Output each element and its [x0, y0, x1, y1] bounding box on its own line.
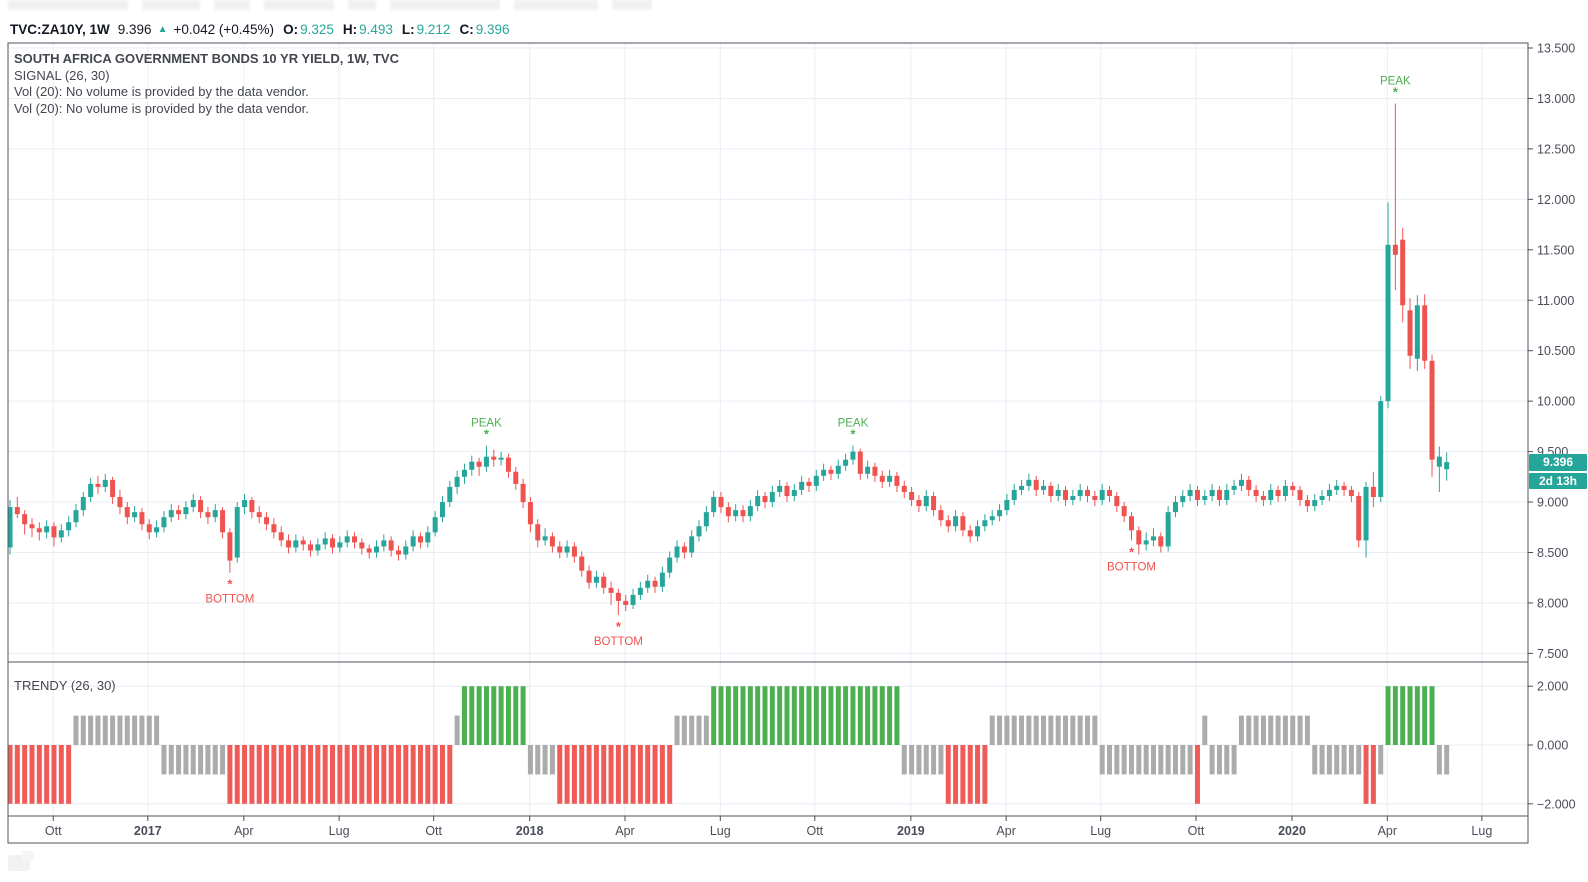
last-price-badge: 9.396: [1529, 454, 1587, 471]
svg-text:Ott: Ott: [425, 824, 442, 838]
legend-vol-study-1[interactable]: Vol (20): No volume is provided by the d…: [14, 84, 309, 99]
trendy-study-label[interactable]: TRENDY (26, 30): [14, 678, 116, 693]
close-value: 9.396: [475, 21, 510, 37]
symbol-name[interactable]: TVC:ZA10Y, 1W: [10, 21, 110, 37]
svg-text:Apr: Apr: [996, 824, 1015, 838]
svg-text:12.500: 12.500: [1537, 142, 1575, 156]
svg-text:Ott: Ott: [806, 824, 823, 838]
open-value: 9.325: [300, 21, 334, 37]
svg-text:−2.000: −2.000: [1537, 797, 1576, 811]
last-price: 9.396: [117, 21, 152, 37]
artifact-block: [612, 0, 652, 10]
svg-text:Lug: Lug: [1090, 824, 1111, 838]
up-arrow-icon: ▲: [157, 23, 168, 35]
svg-text:Ott: Ott: [45, 824, 62, 838]
svg-text:Apr: Apr: [615, 824, 634, 838]
symbol-info-bar: TVC:ZA10Y, 1W 9.396 ▲ +0.042 (+0.45%) O:…: [10, 20, 510, 38]
svg-text:Lug: Lug: [710, 824, 731, 838]
svg-text:9.000: 9.000: [1537, 496, 1568, 510]
open-label: O:: [283, 21, 299, 37]
price-axis-labels: 13.500 13.000 12.500 12.000 11.500 11.000 10.5…: [1528, 42, 1576, 811]
svg-text:0.000: 0.000: [1537, 739, 1568, 753]
artifact-block: [214, 0, 250, 10]
svg-text:13.500: 13.500: [1537, 42, 1575, 56]
svg-text:Apr: Apr: [234, 824, 253, 838]
tradingview-watermark: [8, 851, 42, 873]
chart-legend: SOUTH AFRICA GOVERNMENT BONDS 10 YR YIEL…: [14, 51, 399, 117]
svg-text:BOTTOM: BOTTOM: [205, 594, 254, 606]
svg-text:BOTTOM: BOTTOM: [594, 636, 643, 648]
svg-text:Lug: Lug: [1471, 824, 1492, 838]
low-value: 9.212: [416, 21, 451, 37]
svg-text:BOTTOM: BOTTOM: [1107, 561, 1156, 573]
price-axis[interactable]: [1528, 43, 1588, 816]
svg-text:*: *: [1129, 544, 1135, 559]
artifact-block: [8, 0, 128, 10]
svg-text:11.500: 11.500: [1537, 243, 1574, 257]
artifact-block: [390, 0, 500, 10]
svg-text:*: *: [616, 619, 622, 634]
artifact-block: [514, 0, 598, 10]
candlestick-series: [7, 103, 1450, 616]
svg-text:PEAK: PEAK: [471, 418, 502, 430]
artifact-block: [264, 0, 334, 10]
gridlines: [8, 43, 1528, 816]
bar-countdown-badge: 2d 13h: [1529, 473, 1587, 489]
pane-borders: [7, 42, 1529, 844]
artifact-block: [348, 0, 376, 10]
time-axis[interactable]: [8, 816, 1528, 843]
svg-text:PEAK: PEAK: [1380, 75, 1411, 87]
svg-text:Apr: Apr: [1378, 824, 1397, 838]
legend-vol-study-2[interactable]: Vol (20): No volume is provided by the d…: [14, 100, 309, 116]
legend-title[interactable]: SOUTH AFRICA GOVERNMENT BONDS 10 YR YIEL…: [14, 51, 399, 66]
svg-text:*: *: [1393, 84, 1399, 99]
svg-text:12.000: 12.000: [1537, 193, 1575, 207]
legend-signal-study[interactable]: SIGNAL (26, 30): [14, 67, 110, 83]
close-label: C:: [459, 21, 474, 37]
svg-text:Lug: Lug: [329, 824, 350, 838]
artifact-block: [142, 0, 200, 10]
svg-text:11.000: 11.000: [1537, 294, 1574, 308]
svg-text:7.500: 7.500: [1537, 647, 1568, 661]
svg-text:8.000: 8.000: [1537, 596, 1568, 610]
cropped-header-artifact: [8, 0, 652, 11]
svg-text:10.500: 10.500: [1537, 344, 1575, 358]
svg-text:8.500: 8.500: [1537, 546, 1568, 560]
svg-text:PEAK: PEAK: [838, 418, 869, 430]
svg-text:2020: 2020: [1278, 824, 1306, 838]
watermark-shape: [22, 851, 34, 861]
svg-text:10.000: 10.000: [1537, 395, 1575, 409]
trendy-histogram: [7, 686, 1450, 804]
signal-annotations: *PEAK*PEAK*PEAK*BOTTOM*BOTTOM*BOTTOM: [205, 75, 1411, 648]
time-axis-labels: Ott 2017 Apr Lug Ott 2018 Apr Lug Ott 2019 Apr Lug O…: [45, 816, 1492, 838]
svg-text:Ott: Ott: [1188, 824, 1205, 838]
svg-text:2018: 2018: [516, 824, 544, 838]
price-change: +0.042 (+0.45%): [173, 21, 275, 37]
high-label: H:: [342, 21, 358, 37]
low-label: L:: [401, 21, 415, 37]
svg-text:*: *: [850, 427, 856, 442]
svg-text:2.000: 2.000: [1537, 680, 1568, 694]
svg-text:*: *: [484, 427, 490, 442]
watermark-shape: [8, 855, 30, 871]
svg-text:2019: 2019: [897, 824, 925, 838]
svg-text:13.000: 13.000: [1537, 92, 1575, 106]
svg-text:*: *: [227, 577, 233, 592]
high-value: 9.493: [359, 21, 393, 37]
svg-text:2017: 2017: [134, 824, 162, 838]
